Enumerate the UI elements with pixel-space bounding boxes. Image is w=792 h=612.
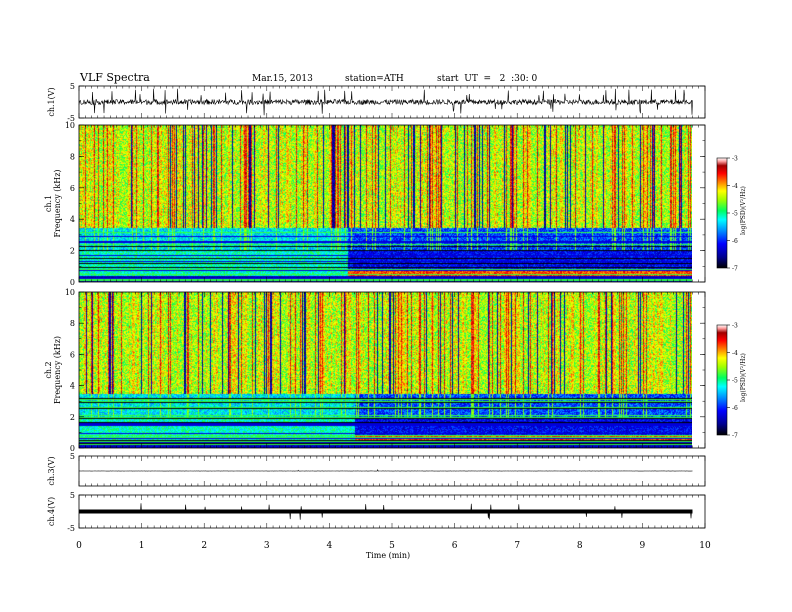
spectrogram-image bbox=[79, 125, 692, 282]
x-tick-label: 3 bbox=[264, 541, 270, 551]
colorbar-tick-label: -7 bbox=[732, 433, 738, 440]
x-tick-label: 2 bbox=[201, 541, 207, 551]
y-tick-label: 6 bbox=[70, 184, 75, 193]
y-tick-label: -5 bbox=[67, 524, 75, 533]
colorbar-tick-label: -4 bbox=[732, 183, 738, 190]
x-tick-label: 8 bbox=[577, 541, 583, 551]
x-tick-label: 4 bbox=[327, 541, 333, 551]
ch1-spectrogram-ylabel: Frequency (kHz) bbox=[53, 169, 62, 237]
y-tick-label: 2 bbox=[70, 413, 75, 422]
x-tick-label: 5 bbox=[389, 541, 395, 551]
x-tick-label: 0 bbox=[76, 541, 82, 551]
ch3-waveform-trace bbox=[79, 468, 693, 472]
y-tick-label: 2 bbox=[70, 247, 75, 256]
y-tick-label: 10 bbox=[65, 288, 75, 297]
ch4-trace-band bbox=[79, 509, 693, 514]
x-tick-label: 1 bbox=[139, 541, 145, 551]
y-tick-label: 4 bbox=[70, 215, 75, 224]
colorbar-tick-label: -3 bbox=[732, 156, 738, 163]
ch1-spectrogram-channel-label: ch.1 bbox=[44, 195, 53, 212]
x-axis-label: Time (min) bbox=[366, 551, 410, 560]
date-label: Mar.15, 2013 bbox=[252, 74, 313, 84]
colorbar-tick-label: -5 bbox=[732, 211, 738, 218]
start-time-label: start UT = 2 :30: 0 bbox=[437, 74, 538, 84]
y-tick-label: 8 bbox=[70, 152, 75, 161]
y-tick-label: 0 bbox=[70, 278, 75, 287]
spectrogram-image bbox=[79, 292, 692, 448]
ch4-waveform-ylabel: ch.4(V) bbox=[47, 497, 56, 526]
y-tick-label: 5 bbox=[70, 452, 75, 461]
y-tick-label: 5 bbox=[70, 491, 75, 500]
ch2-spectrogram-ylabel: Frequency (kHz) bbox=[53, 336, 62, 404]
ch1-waveform-ylabel: ch.1(V) bbox=[47, 87, 56, 116]
y-tick-label: 10 bbox=[65, 121, 75, 130]
plot-title: VLF Spectra bbox=[80, 71, 150, 84]
colorbar-tick-label: -6 bbox=[732, 238, 738, 245]
colorbar-label: log(PSD)(V²/Hz) bbox=[740, 353, 747, 402]
colorbar-tick-label: -7 bbox=[732, 266, 738, 273]
colorbar-tick-label: -4 bbox=[732, 350, 738, 357]
x-tick-label: 6 bbox=[452, 541, 458, 551]
colorbar bbox=[716, 324, 728, 436]
y-tick-label: 6 bbox=[70, 350, 75, 359]
ch1-waveform-trace bbox=[78, 88, 693, 116]
y-tick-label: 8 bbox=[70, 319, 75, 328]
x-tick-label: 10 bbox=[699, 541, 711, 551]
colorbar-label: log(PSD)(V²/Hz) bbox=[740, 186, 747, 235]
ch2-spectrogram-channel-label: ch.2 bbox=[44, 361, 53, 378]
y-tick-label: 0 bbox=[70, 444, 75, 453]
x-tick-label: 7 bbox=[514, 541, 520, 551]
y-tick-label: 4 bbox=[70, 382, 75, 391]
colorbar-tick-label: -6 bbox=[732, 405, 738, 412]
y-tick-label: 5 bbox=[70, 82, 75, 91]
ch3-waveform-ylabel: ch.3(V) bbox=[47, 456, 56, 485]
colorbar bbox=[716, 157, 728, 269]
colorbar-tick-label: -3 bbox=[732, 323, 738, 330]
station-label: station=ATH bbox=[345, 74, 404, 84]
colorbar-tick-label: -5 bbox=[732, 378, 738, 385]
x-tick-label: 9 bbox=[640, 541, 646, 551]
y-tick-label: -5 bbox=[67, 114, 75, 123]
